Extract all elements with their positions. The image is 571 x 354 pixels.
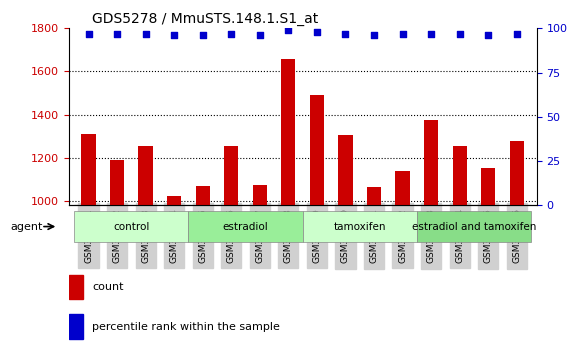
Bar <box>69 314 83 339</box>
Bar <box>310 95 324 205</box>
Bar <box>338 135 352 205</box>
Point <box>227 31 236 36</box>
Bar <box>224 146 239 205</box>
FancyBboxPatch shape <box>188 211 303 242</box>
FancyBboxPatch shape <box>417 211 531 242</box>
Bar <box>110 160 124 205</box>
Text: tamoxifen: tamoxifen <box>333 222 386 232</box>
Point <box>170 33 179 38</box>
Text: estradiol: estradiol <box>223 222 268 232</box>
Bar <box>253 185 267 205</box>
Point <box>141 31 150 36</box>
Point <box>284 27 293 33</box>
Bar <box>167 196 182 205</box>
FancyBboxPatch shape <box>74 211 188 242</box>
Text: agent: agent <box>10 222 43 232</box>
Point <box>84 31 93 36</box>
Bar <box>453 146 467 205</box>
Point <box>512 31 521 36</box>
Bar <box>138 146 153 205</box>
Bar <box>424 120 439 205</box>
Text: GDS5278 / MmuSTS.148.1.S1_at: GDS5278 / MmuSTS.148.1.S1_at <box>92 12 318 26</box>
Text: control: control <box>113 222 150 232</box>
Point <box>455 31 464 36</box>
Bar <box>195 186 210 205</box>
Point <box>398 31 407 36</box>
Point <box>427 31 436 36</box>
Point <box>484 33 493 38</box>
Bar <box>481 167 496 205</box>
Bar <box>510 141 524 205</box>
Text: count: count <box>92 282 123 292</box>
Bar <box>395 171 410 205</box>
Point <box>255 33 264 38</box>
Text: estradiol and tamoxifen: estradiol and tamoxifen <box>412 222 536 232</box>
Point <box>369 33 379 38</box>
Bar <box>69 275 83 299</box>
Text: percentile rank within the sample: percentile rank within the sample <box>92 322 280 332</box>
Bar <box>367 187 381 205</box>
Point <box>341 31 350 36</box>
Point <box>312 29 321 35</box>
Point <box>112 31 122 36</box>
Point <box>198 33 207 38</box>
Bar <box>282 58 296 205</box>
FancyBboxPatch shape <box>303 211 417 242</box>
Bar <box>81 134 96 205</box>
